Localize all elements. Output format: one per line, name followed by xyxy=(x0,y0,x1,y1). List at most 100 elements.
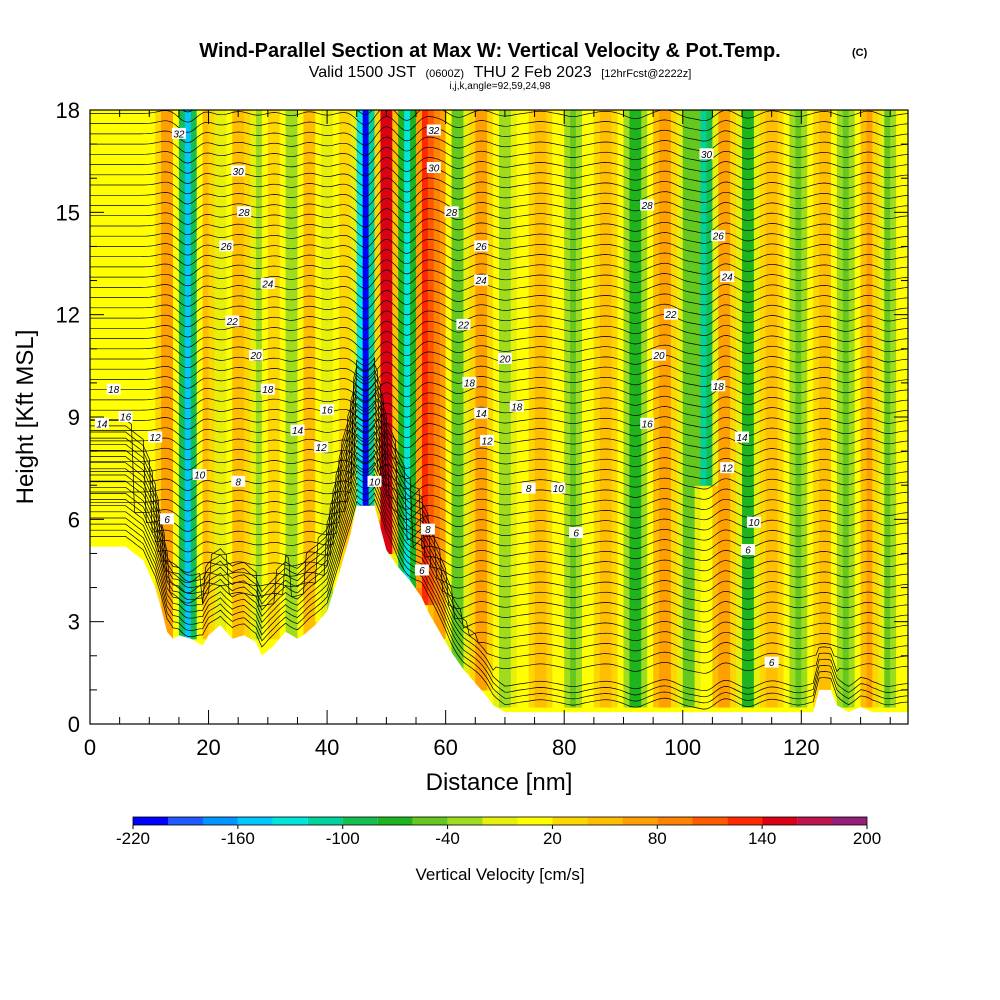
w-cell xyxy=(279,382,287,401)
w-cell xyxy=(605,468,613,486)
w-cell xyxy=(119,246,127,265)
w-cell xyxy=(469,127,476,145)
w-cell xyxy=(433,331,441,350)
w-cell xyxy=(226,399,233,418)
w-cell xyxy=(285,297,293,316)
w-cell xyxy=(552,195,559,213)
w-cell xyxy=(291,263,299,282)
w-cell xyxy=(155,382,162,401)
w-cell xyxy=(190,280,198,299)
w-cell xyxy=(647,672,654,691)
w-cell xyxy=(736,451,743,469)
w-cell xyxy=(510,178,518,196)
w-cell xyxy=(131,212,139,230)
w-cell xyxy=(421,110,429,128)
w-cell xyxy=(261,263,269,282)
w-cell xyxy=(694,348,702,367)
w-cell xyxy=(161,229,168,248)
w-cell xyxy=(261,587,269,606)
w-cell xyxy=(878,451,885,469)
w-cell xyxy=(682,417,690,435)
w-cell xyxy=(599,314,607,333)
w-cell xyxy=(878,502,885,520)
w-cell xyxy=(368,127,376,145)
w-cell xyxy=(552,348,559,367)
w-cell xyxy=(475,280,482,299)
w-cell xyxy=(220,144,227,162)
w-cell xyxy=(718,553,725,572)
w-cell xyxy=(617,314,625,333)
theta-contour xyxy=(90,424,908,594)
w-cell xyxy=(724,621,731,640)
w-cell xyxy=(682,195,690,213)
w-cell xyxy=(190,434,198,452)
w-cell xyxy=(564,178,571,196)
w-cell xyxy=(190,485,198,503)
w-cell xyxy=(297,314,304,333)
w-cell xyxy=(107,365,115,384)
w-cell xyxy=(682,314,690,333)
w-cell xyxy=(688,434,696,452)
w-cell xyxy=(552,280,559,299)
w-cell xyxy=(854,621,862,640)
w-cell xyxy=(267,144,275,162)
w-cell xyxy=(510,570,518,589)
w-cell xyxy=(445,144,453,162)
w-cell xyxy=(481,587,488,606)
w-cell xyxy=(765,348,773,367)
w-cell xyxy=(161,280,168,299)
w-cell xyxy=(90,297,97,316)
w-cell xyxy=(427,110,435,128)
w-cell xyxy=(487,365,494,384)
w-cell xyxy=(765,161,773,179)
w-cell xyxy=(593,672,601,691)
w-cell xyxy=(771,365,779,384)
w-cell xyxy=(540,451,548,469)
w-cell xyxy=(451,417,459,435)
w-cell xyxy=(504,451,512,469)
w-cell xyxy=(842,399,850,418)
w-cell xyxy=(593,314,601,333)
w-cell xyxy=(534,604,542,623)
w-cell xyxy=(493,212,500,230)
w-cell xyxy=(771,689,779,708)
w-cell xyxy=(813,451,820,469)
w-cell xyxy=(101,110,109,128)
w-cell xyxy=(125,382,133,401)
w-cell xyxy=(95,297,103,316)
w-cell xyxy=(297,399,304,418)
w-cell xyxy=(777,212,785,230)
w-cell xyxy=(95,212,103,230)
w-cell xyxy=(344,417,352,435)
w-cell xyxy=(267,331,275,350)
w-cell xyxy=(635,638,642,657)
w-cell xyxy=(101,195,109,213)
w-cell xyxy=(629,331,636,350)
w-cell xyxy=(475,212,482,230)
w-cell xyxy=(113,229,121,248)
w-cell xyxy=(190,502,198,520)
w-cell xyxy=(742,621,749,640)
w-cell xyxy=(398,348,405,367)
w-cell xyxy=(172,553,180,572)
w-cell xyxy=(149,110,156,128)
w-cell xyxy=(605,110,613,128)
w-cell xyxy=(214,536,222,555)
w-cell xyxy=(202,365,210,384)
w-cell xyxy=(196,110,204,128)
w-cell xyxy=(564,127,571,145)
w-cell xyxy=(747,672,755,691)
w-cell xyxy=(825,229,832,248)
w-cell xyxy=(635,297,642,316)
w-cell xyxy=(848,246,856,265)
w-cell xyxy=(759,451,767,469)
w-cell xyxy=(682,519,690,537)
w-cell xyxy=(576,127,583,145)
w-cell xyxy=(647,638,654,657)
w-cell xyxy=(694,621,702,640)
w-cell xyxy=(119,144,127,162)
w-cell xyxy=(155,161,162,179)
w-cell xyxy=(712,110,719,128)
w-cell xyxy=(564,638,571,657)
w-cell xyxy=(866,399,874,418)
